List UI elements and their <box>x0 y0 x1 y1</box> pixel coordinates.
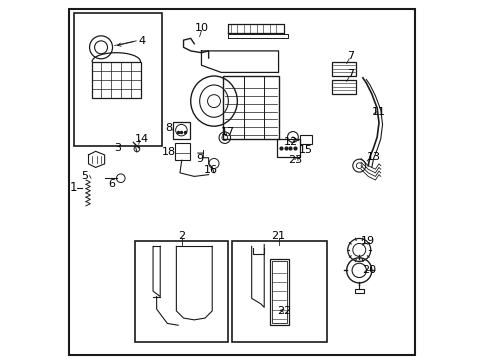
Bar <box>271 261 286 323</box>
Bar <box>300 135 311 144</box>
Text: 13: 13 <box>366 152 380 162</box>
Text: 2: 2 <box>178 231 185 240</box>
Text: 17: 17 <box>220 127 234 136</box>
Text: 9: 9 <box>196 154 203 164</box>
Text: 5: 5 <box>81 171 88 181</box>
Bar <box>223 76 278 139</box>
Text: 16: 16 <box>203 165 217 175</box>
Bar <box>269 259 289 325</box>
Text: 3: 3 <box>114 143 121 153</box>
Bar <box>92 62 140 98</box>
Bar <box>354 289 363 293</box>
Bar <box>231 241 326 342</box>
Text: 12: 12 <box>284 138 298 147</box>
Bar <box>135 241 228 342</box>
Text: 6: 6 <box>108 179 115 189</box>
Text: 8: 8 <box>165 123 172 133</box>
Text: 20: 20 <box>361 265 375 275</box>
Text: 11: 11 <box>371 107 385 117</box>
Text: 23: 23 <box>287 155 301 165</box>
Text: 10: 10 <box>194 23 208 33</box>
Text: 14: 14 <box>135 134 149 144</box>
Text: 15: 15 <box>299 144 312 154</box>
Text: 18: 18 <box>162 147 176 157</box>
Text: 19: 19 <box>361 236 374 246</box>
Text: 7: 7 <box>346 69 353 79</box>
Bar <box>332 62 355 76</box>
Bar <box>172 122 190 139</box>
Bar <box>332 80 355 94</box>
Text: 1: 1 <box>69 181 77 194</box>
Bar <box>276 139 300 157</box>
Text: 4: 4 <box>139 36 145 46</box>
Bar <box>74 13 162 146</box>
Text: 22: 22 <box>276 306 290 316</box>
Text: 7: 7 <box>346 51 353 61</box>
Text: 21: 21 <box>271 231 285 240</box>
Bar <box>174 143 189 160</box>
